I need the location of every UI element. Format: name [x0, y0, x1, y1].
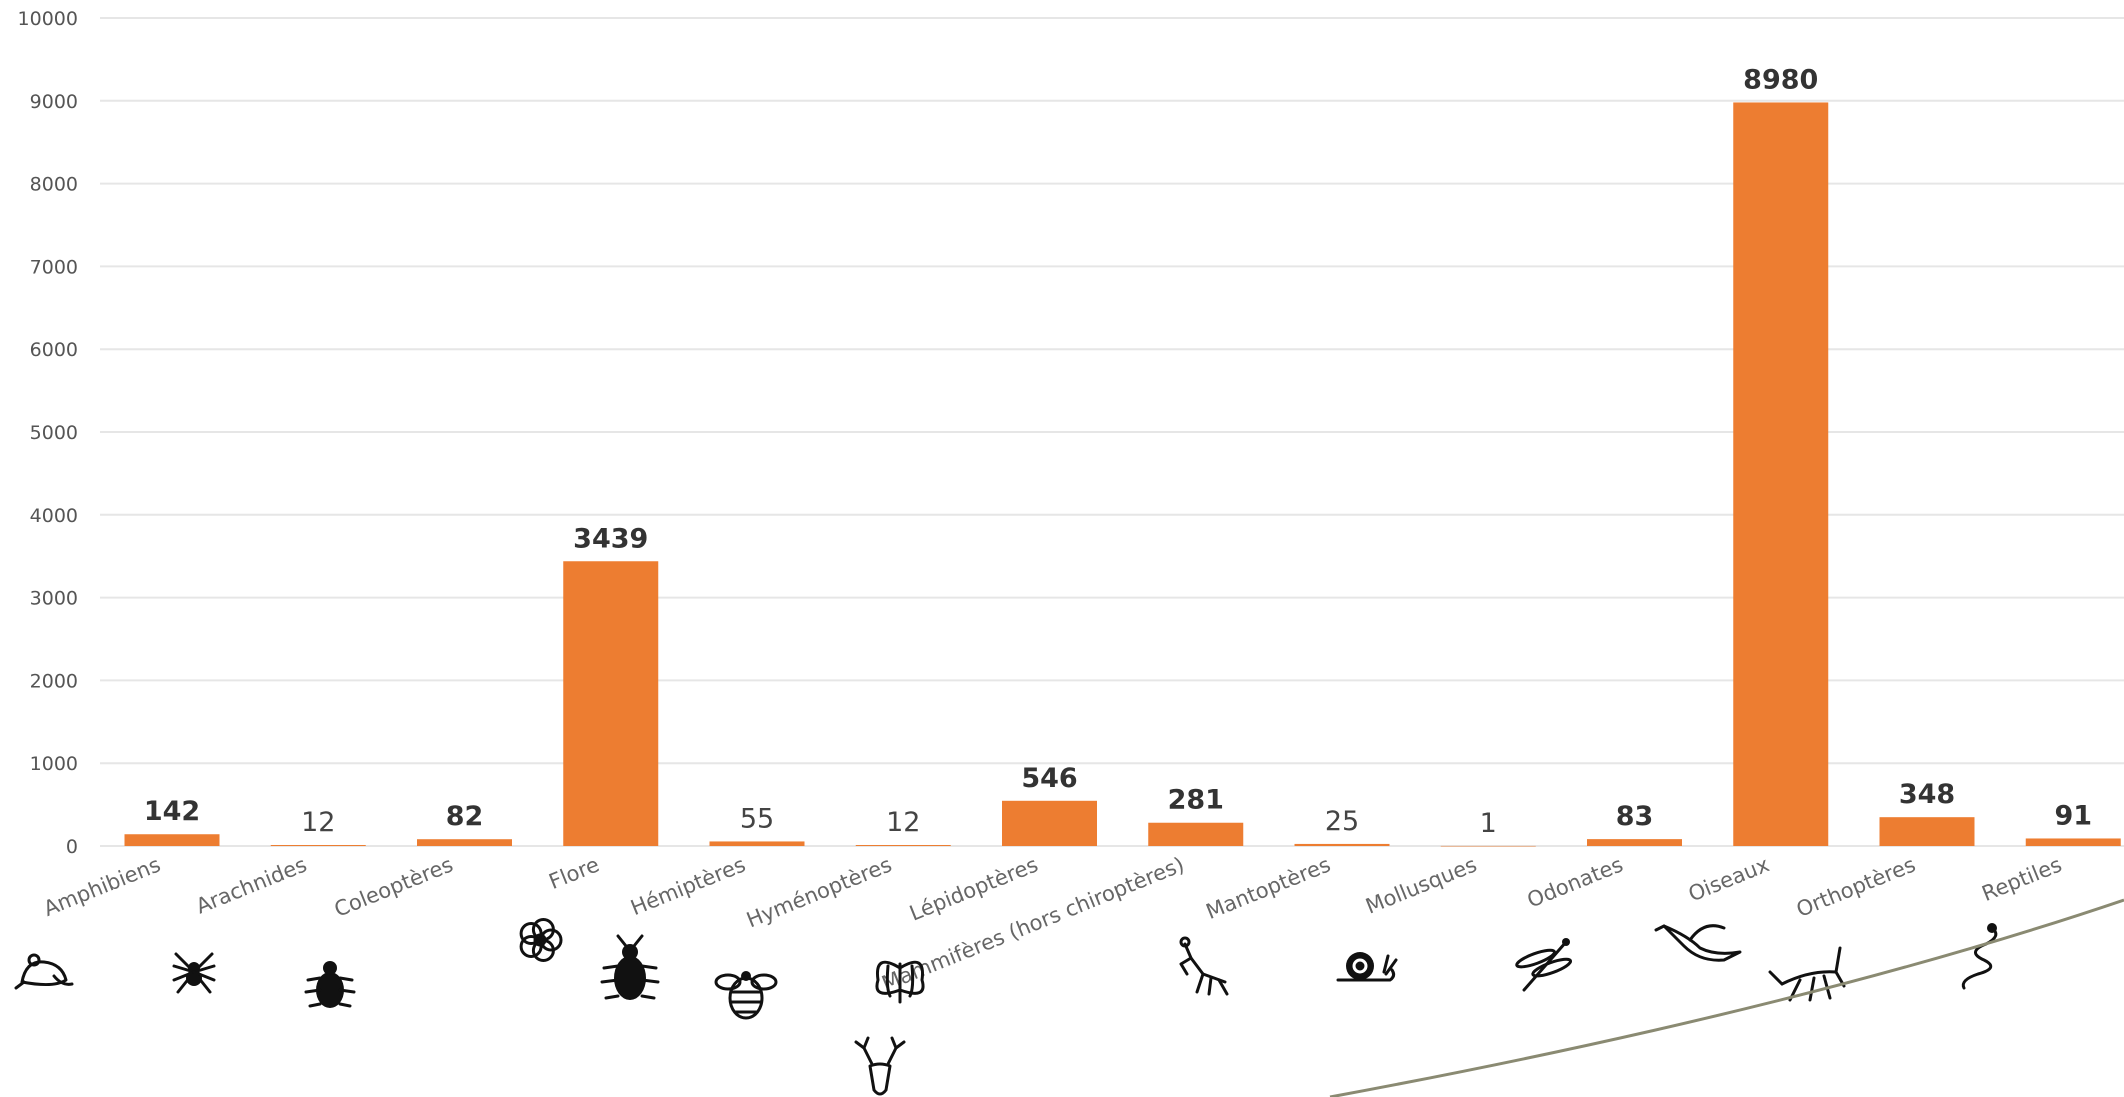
y-tick-label: 2000 [30, 670, 78, 692]
bar [1733, 102, 1829, 847]
x-tick-label: Lépidoptères [906, 852, 1041, 925]
data-labels: 142 12 82 3439 55 12 546 281 25 1 83 8980 348 91 [144, 64, 2092, 838]
x-tick-label: Oiseaux [1685, 852, 1773, 906]
grid-lines [100, 17, 2124, 847]
bars [124, 102, 2121, 847]
x-tick-label: Amphibiens [40, 852, 164, 921]
bar [124, 834, 220, 846]
x-axis: Amphibiens Arachnides Coleoptères Flore Hémi… [40, 852, 2065, 996]
data-label: 82 [446, 801, 484, 832]
bar [1294, 843, 1390, 846]
deer-icon [854, 1036, 906, 1096]
y-tick-label: 1000 [30, 753, 78, 775]
data-label: 348 [1899, 779, 1955, 810]
data-label: 281 [1168, 785, 1224, 816]
bug-icon [600, 934, 660, 1000]
decorative-curve [1329, 898, 2124, 1097]
y-tick-label: 0 [66, 836, 78, 858]
y-tick-label: 10000 [18, 8, 78, 30]
y-axis: 0 1000 2000 3000 4000 5000 6000 7000 8000 9000 100… [18, 8, 78, 858]
x-tick-label: Arachnides [193, 852, 311, 918]
x-tick-label: Mollusques [1362, 852, 1480, 918]
dragonfly-icon [1515, 938, 1573, 992]
bar [1148, 822, 1244, 846]
x-tick-label: Coleoptères [331, 852, 456, 921]
beetle-icon [304, 961, 356, 1008]
data-label: 91 [2054, 800, 2092, 831]
y-tick-label: 3000 [30, 588, 78, 610]
data-label: 142 [144, 796, 200, 827]
bar [1879, 817, 1975, 846]
y-tick-label: 7000 [30, 256, 78, 278]
bar [270, 845, 366, 846]
data-label: 8980 [1743, 64, 1818, 95]
mantis-icon [1179, 936, 1229, 996]
y-tick-label: 6000 [30, 339, 78, 361]
x-tick-label: Hémiptères [627, 852, 749, 920]
bar [1440, 845, 1536, 847]
snake-icon [1961, 923, 1998, 990]
bar [417, 839, 512, 846]
data-label: 55 [740, 803, 774, 834]
x-tick-label: Flore [546, 852, 603, 894]
x-tick-label: Reptiles [1979, 852, 2066, 906]
y-tick-label: 5000 [30, 422, 78, 444]
data-label: 12 [301, 807, 335, 838]
grasshopper-icon [1768, 946, 1846, 1002]
bar [1587, 839, 1682, 846]
data-label: 83 [1616, 801, 1654, 832]
x-tick-label: Orthoptères [1793, 852, 1919, 921]
data-label: 25 [1325, 806, 1359, 837]
bar [1002, 800, 1097, 846]
x-tick-label: Odonates [1524, 852, 1627, 912]
category-icons [14, 918, 1998, 1096]
x-tick-label: Mantoptères [1203, 852, 1334, 924]
bar [855, 845, 951, 846]
y-tick-label: 9000 [30, 91, 78, 113]
flower-icon [519, 918, 563, 962]
x-tick-label: Hyménoptères [743, 852, 895, 932]
data-label: 1 [1480, 808, 1497, 839]
frog-icon [14, 953, 74, 990]
data-label: 3439 [573, 523, 648, 554]
butterfly-icon [875, 960, 925, 1004]
bar [563, 561, 659, 846]
spider-icon [172, 952, 216, 994]
bar [2025, 838, 2121, 846]
data-label: 12 [886, 807, 920, 838]
y-tick-label: 8000 [30, 174, 78, 196]
data-label: 546 [1021, 763, 1077, 794]
bar [709, 841, 805, 846]
bird-icon [1654, 924, 1742, 962]
y-tick-label: 4000 [30, 505, 78, 527]
bee-icon [714, 971, 778, 1020]
snail-icon [1336, 952, 1398, 982]
